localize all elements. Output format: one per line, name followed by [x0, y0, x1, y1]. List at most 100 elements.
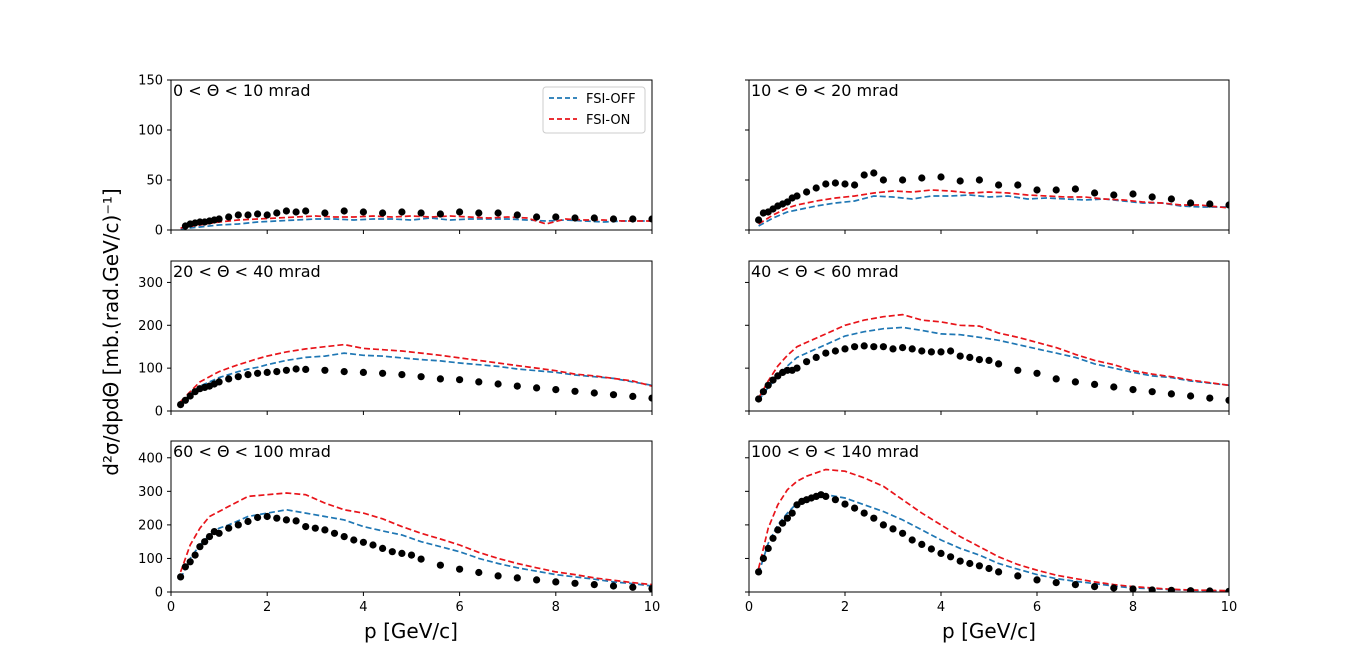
- data-point: [764, 544, 772, 553]
- data-point: [851, 181, 859, 189]
- data-point: [417, 373, 425, 381]
- y-tick-label: 300: [138, 276, 163, 291]
- data-point: [609, 215, 618, 223]
- panel-1-plot-area: [180, 207, 652, 230]
- x-tick-label: 6: [455, 600, 463, 615]
- data-point: [436, 375, 444, 383]
- data-point: [533, 213, 541, 221]
- data-point: [379, 544, 387, 553]
- data-point: [822, 180, 830, 188]
- data-point: [177, 573, 185, 581]
- data-point: [191, 551, 199, 559]
- data-point: [321, 366, 329, 374]
- data-point: [759, 554, 768, 563]
- data-point: [321, 209, 329, 217]
- data-point: [822, 349, 830, 357]
- data-point: [292, 208, 300, 216]
- y-axis-label: d²σ/dpdΘ [mb.(rad.GeV/c)⁻¹]: [99, 188, 123, 475]
- data-point: [215, 529, 223, 537]
- data-point: [918, 540, 926, 549]
- data-point: [947, 347, 955, 355]
- data-point: [966, 559, 974, 568]
- data-point: [456, 565, 464, 573]
- data-point: [755, 568, 763, 576]
- panel-3-plot-area: [177, 343, 652, 409]
- data-point: [181, 396, 189, 404]
- data-point: [282, 366, 290, 374]
- data-point: [1014, 572, 1022, 580]
- data-point: [927, 348, 936, 356]
- data-point: [282, 516, 290, 524]
- y-tick-label: 50: [146, 174, 163, 189]
- data-point: [273, 514, 281, 522]
- x-tick-label: 2: [263, 600, 271, 615]
- data-point: [177, 401, 185, 409]
- data-point: [609, 582, 618, 590]
- data-point: [417, 555, 425, 563]
- data-point: [1129, 190, 1137, 198]
- series-line-fsi-off: [757, 493, 1229, 592]
- y-tick-label: 0: [155, 405, 163, 420]
- data-point: [1187, 392, 1195, 400]
- data-point: [1206, 394, 1214, 402]
- data-point: [552, 213, 560, 221]
- data-point: [870, 169, 878, 177]
- data-point: [1148, 388, 1156, 396]
- y-tick-label: 100: [138, 124, 163, 139]
- legend: FSI-OFF FSI-ON: [542, 86, 646, 134]
- data-point: [456, 208, 464, 216]
- data-point: [186, 392, 194, 400]
- data-point: [1091, 189, 1099, 197]
- data-point: [340, 533, 348, 541]
- data-point: [1052, 375, 1060, 383]
- data-point: [1148, 586, 1156, 592]
- data-point: [1206, 587, 1214, 592]
- data-point: [1225, 396, 1229, 404]
- data-point: [254, 369, 262, 377]
- data-point: [629, 215, 637, 223]
- data-point: [1110, 383, 1118, 391]
- data-point: [398, 371, 406, 379]
- data-point: [590, 389, 598, 397]
- data-point: [956, 177, 964, 185]
- data-point: [513, 211, 521, 219]
- axes-frame: [748, 260, 1230, 412]
- x-tick-label: 0: [745, 600, 753, 615]
- data-point: [889, 525, 897, 533]
- data-point: [1014, 181, 1022, 189]
- data-point: [769, 534, 777, 542]
- y-tick-label: 300: [138, 485, 163, 500]
- data-point: [436, 210, 444, 218]
- data-point: [533, 576, 541, 584]
- data-point: [899, 529, 907, 537]
- data-point: [475, 209, 483, 217]
- data-point: [398, 549, 406, 558]
- series-line-fsi-on: [758, 189, 1229, 225]
- data-point: [629, 392, 637, 400]
- data-point: [629, 583, 637, 591]
- data-point: [783, 198, 792, 206]
- data-point: [851, 504, 859, 512]
- data-point: [201, 538, 209, 546]
- data-point: [244, 371, 252, 379]
- data-point: [234, 521, 242, 529]
- data-point: [359, 208, 367, 216]
- data-point: [254, 210, 262, 218]
- data-point: [417, 209, 425, 217]
- data-point: [494, 209, 502, 217]
- data-point: [860, 342, 868, 350]
- data-point: [263, 211, 271, 219]
- x-tick-label: 0: [167, 600, 175, 615]
- data-point: [755, 395, 763, 403]
- data-point: [456, 376, 464, 384]
- data-point: [985, 356, 993, 364]
- series-line-fsi-off: [179, 508, 652, 587]
- data-point: [648, 585, 652, 592]
- data-point: [244, 211, 252, 219]
- axes-frame: [170, 79, 653, 231]
- data-point: [330, 529, 339, 537]
- data-point: [1110, 191, 1118, 199]
- data-point: [975, 356, 984, 364]
- panel-6: 0 2 4 6 8 10 100 < Θ < 140 mrad: [745, 440, 1237, 615]
- data-point: [966, 353, 974, 361]
